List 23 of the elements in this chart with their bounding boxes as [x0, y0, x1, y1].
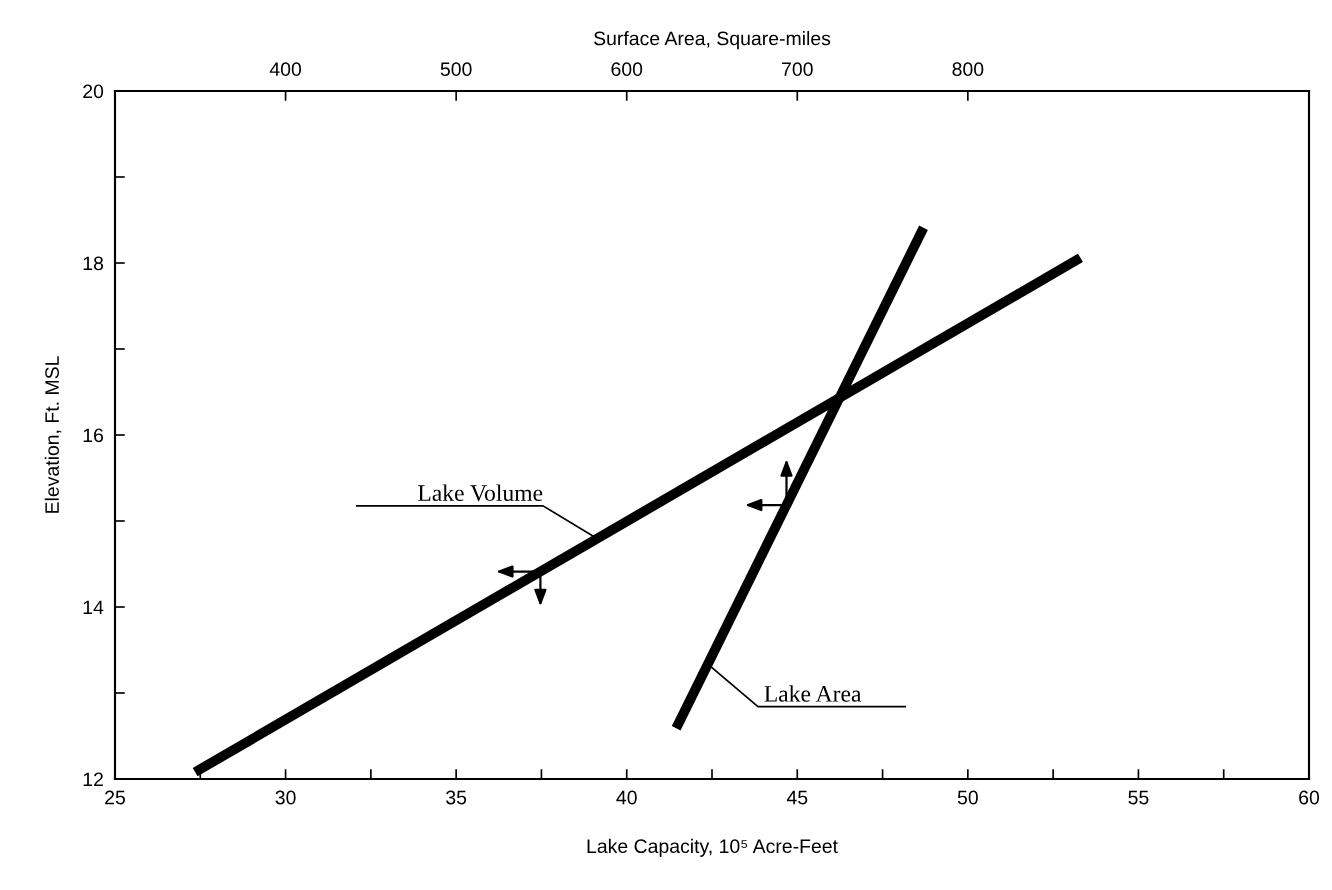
x-tick-label: 30 — [275, 790, 296, 805]
x-tick-label: 50 — [957, 790, 978, 805]
text: Lake Area — [764, 685, 862, 702]
y-tick-label: 12 — [83, 772, 103, 787]
x-tick-label: 40 — [616, 790, 637, 805]
x-tick-label: 35 — [446, 790, 467, 805]
x2-tick-label: 600 — [611, 62, 643, 77]
y-axis-title: Elevation, Ft. MSL — [44, 356, 62, 513]
x-tick-label: 55 — [1128, 790, 1149, 805]
y-tick-label: 14 — [83, 600, 104, 615]
x2-tick-label: 400 — [269, 62, 302, 77]
x-tick-label: 25 — [105, 790, 125, 805]
x-tick-label: 60 — [1299, 790, 1320, 805]
text: Lake Volume — [418, 484, 543, 502]
x-tick-label: 45 — [786, 790, 808, 805]
x2-axis-title: Surface Area, Square-miles — [594, 31, 831, 50]
x2-tick-label: 800 — [952, 62, 984, 77]
x2-tick-label: 500 — [440, 62, 472, 77]
y-tick-label: 20 — [83, 84, 104, 99]
x2-tick-label: 700 — [782, 62, 813, 77]
y-tick-label: 18 — [83, 256, 104, 271]
y-tick-label: 16 — [83, 428, 104, 443]
x-axis-title: Lake Capacity, 10⁵ Acre-Feet — [587, 838, 838, 857]
